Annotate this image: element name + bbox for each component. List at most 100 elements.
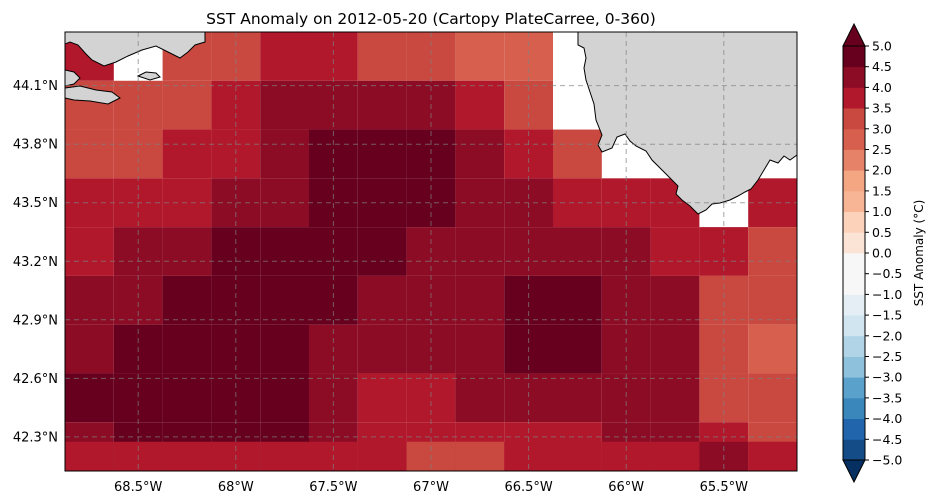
sst-cell: [162, 441, 212, 471]
sst-cell: [553, 227, 602, 276]
sst-cell: [162, 275, 212, 325]
sst-cell: [162, 373, 212, 423]
sst-cell: [65, 373, 114, 423]
colorbar-tick-label: −1.0: [872, 287, 902, 302]
sst-cell: [65, 441, 114, 471]
colorbar-segment: [843, 294, 865, 316]
sst-cell: [455, 275, 505, 325]
sst-cell: [113, 275, 163, 325]
sst-cell: [260, 32, 309, 81]
sst-cell: [553, 324, 602, 374]
sst-cell: [455, 441, 505, 471]
y-axis-ticks: 44.1°N 43.8°N 43.5°N 43.2°N 42.9°N 42.6°N 42.3…: [13, 79, 58, 445]
sst-cell: [650, 227, 700, 276]
x-tick-label: 66°W: [608, 480, 644, 495]
sst-cell: [650, 275, 700, 325]
sst-cell: [455, 129, 505, 179]
sst-cell: [357, 80, 407, 130]
sst-cell: [162, 80, 212, 130]
colorbar-segment: [843, 315, 865, 337]
sst-cell: [309, 275, 358, 325]
island-b: [65, 85, 121, 105]
sst-cell: [162, 129, 212, 179]
sst-cell: [601, 275, 651, 325]
colorbar-extend-max: [842, 22, 866, 47]
sst-cell: [357, 227, 407, 276]
colorbar-segment: [843, 253, 865, 275]
colorbar-segment: [843, 439, 865, 461]
colorbar-tick-label: −3.0: [872, 370, 902, 385]
sst-cell: [357, 32, 407, 81]
colorbar-tick-label: 3.5: [872, 101, 892, 116]
sst-cell: [65, 275, 114, 325]
colorbar-segment: [843, 66, 865, 88]
sst-cell: [357, 324, 407, 374]
colorbar-segment: [843, 273, 865, 295]
y-tick-label: 44.1°N: [13, 79, 58, 94]
land-northwest: [65, 32, 206, 67]
chart-title: SST Anomaly on 2012-05-20 (Cartopy Plate…: [206, 10, 656, 28]
sst-cell: [553, 275, 602, 325]
colorbar-segment: [843, 128, 865, 150]
sst-cell: [406, 32, 456, 81]
sst-cell: [455, 80, 505, 130]
colorbar-segment: [843, 397, 865, 419]
sst-cell: [748, 373, 797, 423]
colorbar-tick-label: −2.0: [872, 328, 902, 343]
sst-cell: [357, 441, 407, 471]
sst-cell: [357, 275, 407, 325]
sst-cell: [211, 32, 261, 81]
sst-cell: [455, 227, 505, 276]
sst-cell: [553, 373, 602, 423]
sst-cell: [260, 441, 309, 471]
colorbar-tick-label: 2.5: [872, 142, 892, 157]
sst-cell: [553, 129, 602, 179]
colorbar-tick-label: 4.5: [872, 59, 892, 74]
colorbar-tick-label: −2.5: [872, 349, 902, 364]
colorbar-tick-label: −1.5: [872, 308, 902, 323]
sst-cell: [699, 275, 749, 325]
sst-cell: [455, 373, 505, 423]
sst-cell: [748, 227, 797, 276]
x-axis-ticks: 68.5°W 68°W 67.5°W 67°W 66.5°W 66°W 65.5°W: [114, 480, 748, 495]
colorbar-extend-min: [842, 459, 866, 484]
x-tick-label: 68°W: [218, 480, 254, 495]
sst-cell: [260, 129, 309, 179]
sst-cell: [357, 129, 407, 179]
sst-cell: [504, 275, 553, 325]
map-frame: [64, 31, 798, 472]
x-tick-label: 66.5°W: [504, 480, 552, 495]
sst-cell: [406, 275, 456, 325]
x-tick-label: 65.5°W: [700, 480, 748, 495]
map-area: [65, 32, 797, 471]
x-tick-label: 67°W: [413, 480, 449, 495]
sst-cell: [650, 373, 700, 423]
colorbar-tick-label: 3.0: [872, 121, 892, 136]
map-gridlines: [65, 32, 797, 471]
colorbar-tick-label: 0.5: [872, 225, 892, 240]
sst-cell: [162, 227, 212, 276]
colorbar-tick-label: −3.5: [872, 390, 902, 405]
sst-cell: [65, 129, 114, 179]
colorbar-tick-label: −5.0: [872, 453, 902, 468]
sst-cell: [455, 32, 505, 81]
colorbar-segment: [843, 170, 865, 192]
y-tick-label: 43.2°N: [13, 255, 58, 270]
sst-cell: [748, 275, 797, 325]
colorbar: 5.0 4.5 4.0 3.5 3.0 2.5 2.0 1.5 1.0 0.5 0.0 −0.5 −1.…: [842, 22, 902, 484]
sst-cell: [650, 441, 700, 471]
y-tick-label: 42.9°N: [13, 313, 58, 328]
colorbar-tick-label: 5.0: [872, 39, 892, 54]
colorbar-segment: [843, 87, 865, 109]
sst-cell: [211, 275, 261, 325]
land-northeast: [577, 32, 797, 215]
sst-cell: [748, 441, 797, 471]
colorbar-segment: [843, 190, 865, 212]
island-c: [136, 71, 161, 81]
sst-cell: [748, 324, 797, 374]
colorbar-tick-label: 2.0: [872, 163, 892, 178]
colorbar-segment: [843, 418, 865, 440]
sst-cell: [309, 32, 358, 81]
